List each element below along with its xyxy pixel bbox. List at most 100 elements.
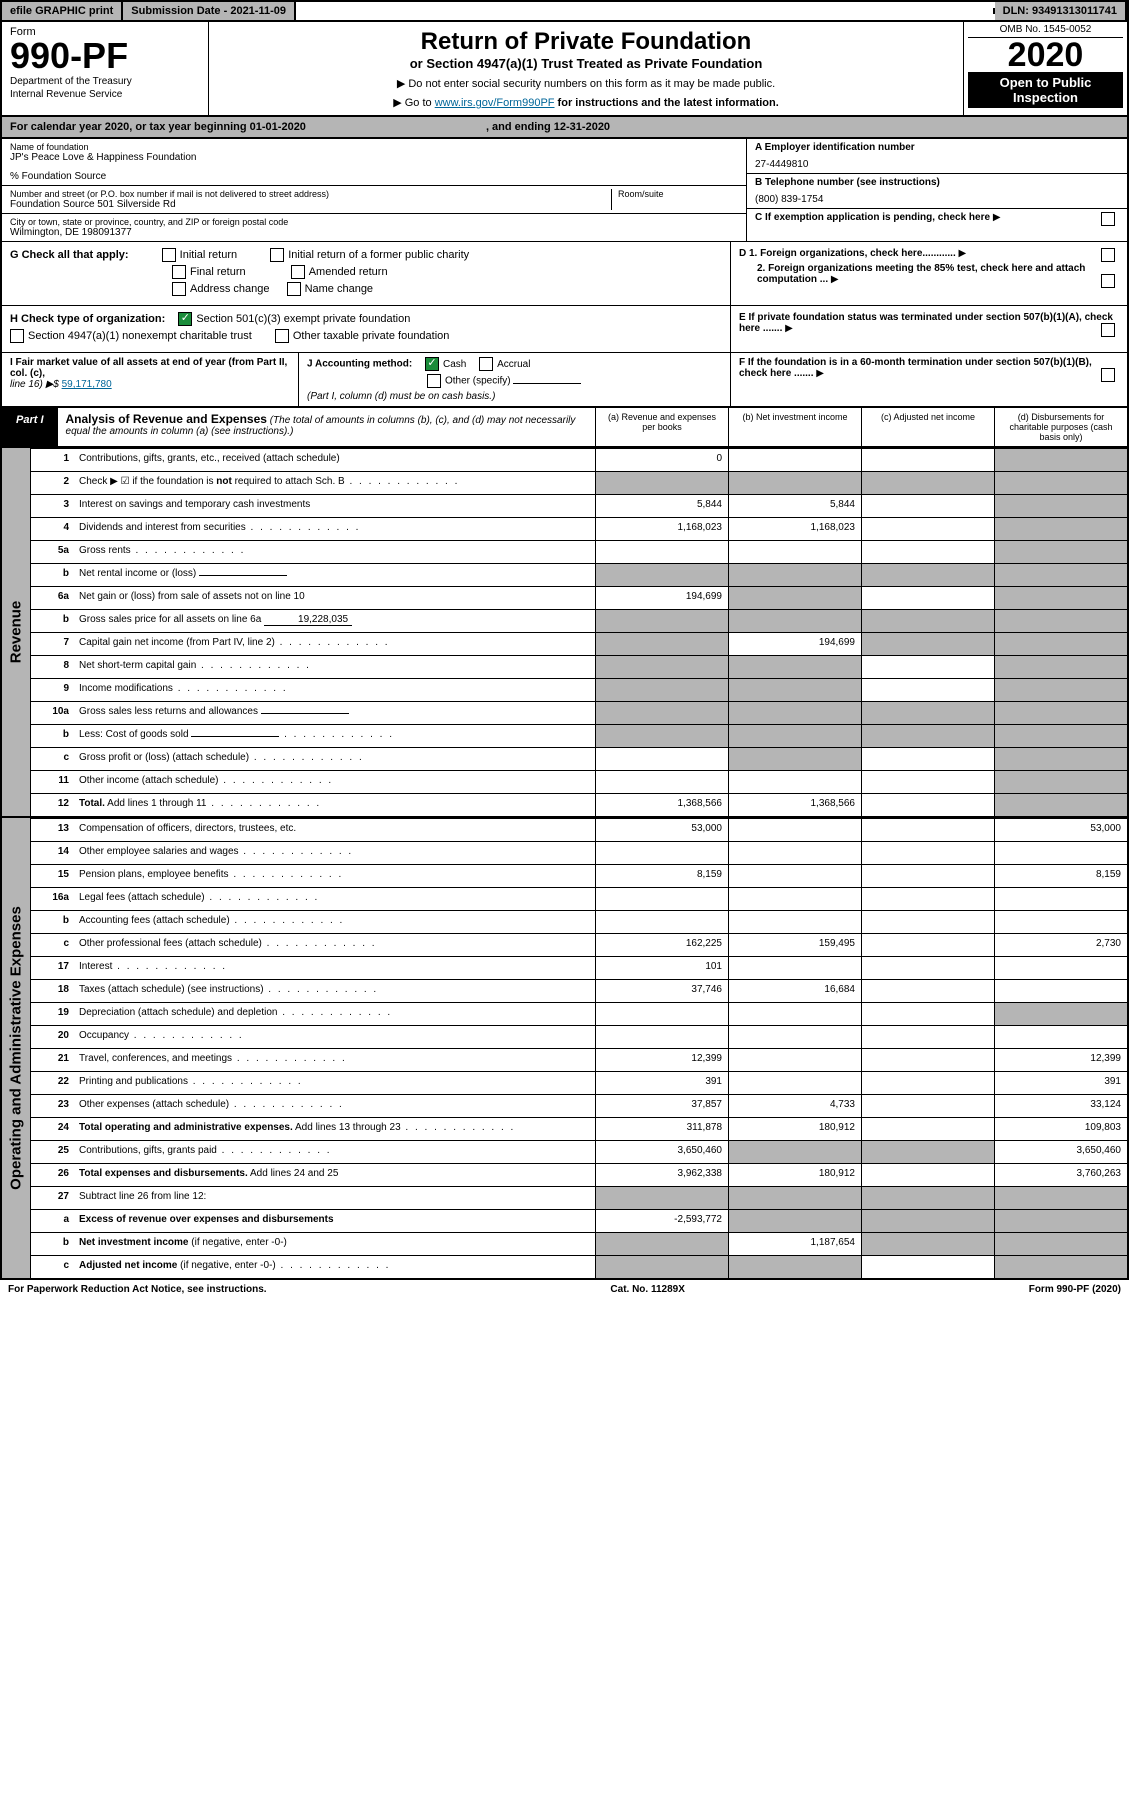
501c3-checkbox[interactable] xyxy=(178,312,192,326)
row-number: 6a xyxy=(31,587,75,609)
entity-info: Name of foundation JP's Peace Love & Hap… xyxy=(0,139,1129,242)
row-description: Check ▶ ☑ if the foundation is not requi… xyxy=(75,472,595,494)
cell-a xyxy=(595,748,728,770)
cell-b xyxy=(728,702,861,724)
foreign-org-checkbox[interactable] xyxy=(1101,248,1115,262)
cell-a: 53,000 xyxy=(595,819,728,841)
cell-a xyxy=(595,564,728,586)
row-description: Occupancy xyxy=(75,1026,595,1048)
cell-a: 12,399 xyxy=(595,1049,728,1071)
table-row: 9Income modifications xyxy=(31,678,1127,701)
row-description: Pension plans, employee benefits xyxy=(75,865,595,887)
exemption-pending-row: C If exemption application is pending, c… xyxy=(747,209,1127,226)
table-row: 15Pension plans, employee benefits8,1598… xyxy=(31,864,1127,887)
amended-return-checkbox[interactable] xyxy=(291,265,305,279)
row-description: Capital gain net income (from Part IV, l… xyxy=(75,633,595,655)
cell-d xyxy=(994,702,1127,724)
cell-b xyxy=(728,748,861,770)
table-row: 3Interest on savings and temporary cash … xyxy=(31,494,1127,517)
row-description: Interest xyxy=(75,957,595,979)
other-method-checkbox[interactable] xyxy=(427,374,441,388)
cell-d xyxy=(994,1256,1127,1278)
table-row: 25Contributions, gifts, grants paid3,650… xyxy=(31,1140,1127,1163)
cell-a: 1,368,566 xyxy=(595,794,728,816)
table-row: 12Total. Add lines 1 through 111,368,566… xyxy=(31,793,1127,816)
cell-b: 5,844 xyxy=(728,495,861,517)
row-number: 16a xyxy=(31,888,75,910)
cell-d xyxy=(994,1026,1127,1048)
cell-c xyxy=(861,842,994,864)
section-d: D 1. Foreign organizations, check here..… xyxy=(730,242,1127,305)
cell-b xyxy=(728,819,861,841)
cell-b xyxy=(728,449,861,471)
submission-date: Submission Date - 2021-11-09 xyxy=(123,2,296,20)
row-number: b xyxy=(31,911,75,933)
table-row: 10aGross sales less returns and allowanc… xyxy=(31,701,1127,724)
note-ssn: ▶ Do not enter social security numbers o… xyxy=(217,77,955,90)
initial-former-checkbox[interactable] xyxy=(270,248,284,262)
row-number: a xyxy=(31,1210,75,1232)
care-of: % Foundation Source xyxy=(10,171,738,182)
cell-c xyxy=(861,1072,994,1094)
row-description: Other income (attach schedule) xyxy=(75,771,595,793)
cell-a xyxy=(595,472,728,494)
row-description: Net gain or (loss) from sale of assets n… xyxy=(75,587,595,609)
dept-label: Department of the Treasury xyxy=(10,76,200,87)
cell-d xyxy=(994,842,1127,864)
cell-b xyxy=(728,472,861,494)
instructions-link[interactable]: www.irs.gov/Form990PF xyxy=(435,97,555,109)
cell-c xyxy=(861,1026,994,1048)
cell-b xyxy=(728,679,861,701)
cell-a xyxy=(595,888,728,910)
table-row: 23Other expenses (attach schedule)37,857… xyxy=(31,1094,1127,1117)
efile-label[interactable]: efile GRAPHIC print xyxy=(2,2,123,20)
row-number: 25 xyxy=(31,1141,75,1163)
cell-b xyxy=(728,1256,861,1278)
cell-a: -2,593,772 xyxy=(595,1210,728,1232)
table-row: 22Printing and publications391391 xyxy=(31,1071,1127,1094)
table-row: 18Taxes (attach schedule) (see instructi… xyxy=(31,979,1127,1002)
cell-c xyxy=(861,1187,994,1209)
table-row: 19Depreciation (attach schedule) and dep… xyxy=(31,1002,1127,1025)
form-title: Return of Private Foundation xyxy=(217,28,955,56)
form-subtitle: or Section 4947(a)(1) Trust Treated as P… xyxy=(217,56,955,71)
other-taxable-checkbox[interactable] xyxy=(275,329,289,343)
4947-checkbox[interactable] xyxy=(10,329,24,343)
fmv-value[interactable]: 59,171,780 xyxy=(62,379,112,390)
ein-value: 27-4449810 xyxy=(755,159,1119,170)
name-change-checkbox[interactable] xyxy=(287,282,301,296)
cell-c xyxy=(861,656,994,678)
col-c-header: (c) Adjusted net income xyxy=(861,408,994,446)
cell-b xyxy=(728,865,861,887)
cell-a xyxy=(595,725,728,747)
row-number: 15 xyxy=(31,865,75,887)
row-description: Gross rents xyxy=(75,541,595,563)
terminated-checkbox[interactable] xyxy=(1101,323,1115,337)
cell-d: 8,159 xyxy=(994,865,1127,887)
foreign-85-checkbox[interactable] xyxy=(1101,274,1115,288)
section-f: F If the foundation is in a 60-month ter… xyxy=(730,353,1127,406)
cell-a: 0 xyxy=(595,449,728,471)
address-change-checkbox[interactable] xyxy=(172,282,186,296)
cell-b xyxy=(728,610,861,632)
irs-label: Internal Revenue Service xyxy=(10,89,200,100)
table-row: aExcess of revenue over expenses and dis… xyxy=(31,1209,1127,1232)
row-number: 14 xyxy=(31,842,75,864)
initial-return-checkbox[interactable] xyxy=(162,248,176,262)
60month-checkbox[interactable] xyxy=(1101,368,1115,382)
cell-b: 4,733 xyxy=(728,1095,861,1117)
table-row: 2Check ▶ ☑ if the foundation is not requ… xyxy=(31,471,1127,494)
cash-checkbox[interactable] xyxy=(425,357,439,371)
final-return-checkbox[interactable] xyxy=(172,265,186,279)
row-number: b xyxy=(31,610,75,632)
accrual-checkbox[interactable] xyxy=(479,357,493,371)
cell-a: 1,168,023 xyxy=(595,518,728,540)
cell-d xyxy=(994,564,1127,586)
exemption-checkbox[interactable] xyxy=(1101,212,1115,226)
cell-b xyxy=(728,911,861,933)
row-description: Gross sales less returns and allowances xyxy=(75,702,595,724)
cell-c xyxy=(861,888,994,910)
row-description: Total. Add lines 1 through 11 xyxy=(75,794,595,816)
cell-b xyxy=(728,656,861,678)
section-h: H Check type of organization: Section 50… xyxy=(0,306,1129,353)
